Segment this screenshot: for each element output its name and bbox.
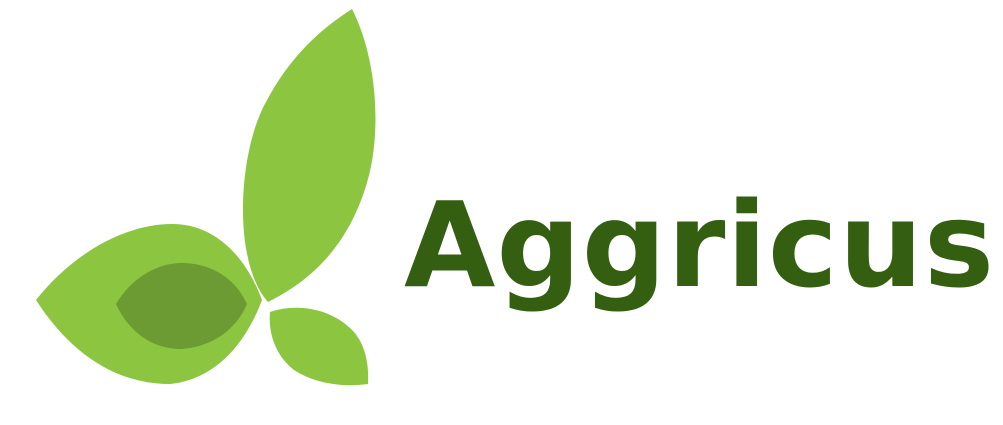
brand-wordmark: Aggricus (404, 176, 996, 314)
inner-leaf-shape (116, 262, 247, 349)
small-leaf-shape (269, 307, 369, 386)
tall-leaf-shape (242, 9, 376, 302)
